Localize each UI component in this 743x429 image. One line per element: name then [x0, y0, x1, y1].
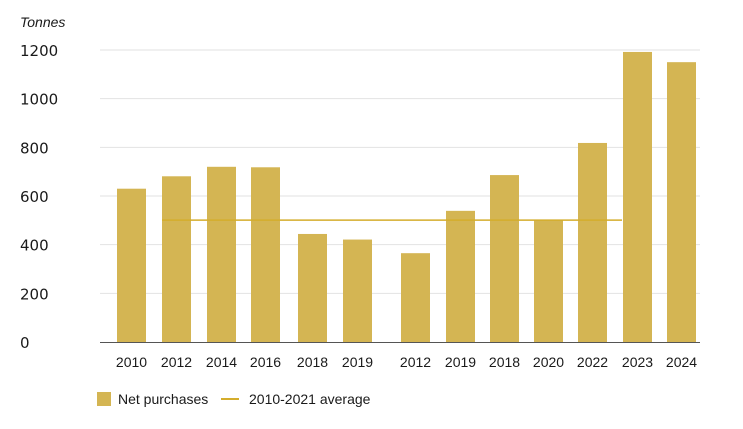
legend-swatch-net-purchases — [97, 392, 111, 406]
bar — [667, 62, 696, 343]
x-tick-label: 2010 — [116, 354, 147, 370]
y-tick-label: 0 — [20, 334, 30, 352]
legend-label-average: 2010-2021 average — [249, 391, 371, 407]
y-tick-label: 200 — [20, 285, 49, 303]
bar — [490, 175, 519, 342]
x-axis-ticks: 2010 2012 2014 2016 2018 2019 2012 2019 2018 2020… — [116, 354, 697, 370]
y-tick-label: 400 — [20, 237, 49, 255]
x-tick-label: 2024 — [666, 354, 697, 370]
bar — [401, 253, 430, 342]
y-tick-label: 800 — [20, 139, 49, 157]
legend-label-net-purchases: Net purchases — [118, 391, 208, 407]
y-tick-label: 1000 — [20, 91, 58, 109]
x-tick-label: 2023 — [622, 354, 653, 370]
x-tick-label: 2014 — [206, 354, 237, 370]
bar — [534, 219, 563, 342]
bar — [251, 167, 280, 342]
y-axis-unit-label: Tonnes — [20, 14, 65, 30]
x-tick-label: 2016 — [250, 354, 281, 370]
x-tick-label: 2012 — [400, 354, 431, 370]
bar — [446, 210, 475, 342]
bar — [162, 176, 191, 342]
bar — [207, 166, 236, 342]
legend: Net purchases 2010-2021 average — [97, 391, 371, 407]
x-tick-label: 2018 — [297, 354, 328, 370]
bar — [623, 51, 652, 343]
bar — [117, 188, 146, 342]
x-tick-label: 2020 — [533, 354, 564, 370]
y-axis-ticks: 0 200 400 600 800 1000 1200 — [20, 42, 58, 352]
x-tick-label: 2018 — [489, 354, 520, 370]
x-tick-label: 2019 — [445, 354, 476, 370]
x-tick-label: 2019 — [342, 354, 373, 370]
x-tick-label: 2012 — [161, 354, 192, 370]
y-tick-label: 1200 — [20, 42, 58, 60]
bar — [343, 239, 372, 342]
bars — [117, 51, 696, 343]
bar — [298, 233, 327, 342]
x-tick-label: 2022 — [577, 354, 608, 370]
bar — [578, 142, 607, 342]
y-tick-label: 600 — [20, 188, 49, 206]
